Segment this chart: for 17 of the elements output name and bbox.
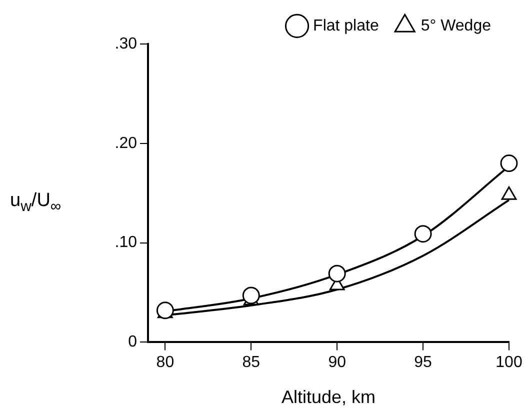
x-axis-title: Altitude, km [281,387,376,408]
point [242,286,260,304]
point [414,225,432,243]
x-tick-label: 85 [242,354,260,372]
legend-label: 5° Wedge [420,17,492,34]
text: 0 [128,334,137,351]
x-tick-label: 95 [414,354,432,372]
y-tick-label: .30 [114,35,138,52]
legend-label: Flat plate [313,17,379,34]
y-axis-title: u$_{w}$/U$_{∞}$ [10,190,62,215]
point [328,264,346,282]
point [500,154,518,172]
y-tick-label: .10 [114,234,138,252]
x-tick-label: 90 [328,354,346,372]
x-tick-label: 80 [156,354,174,372]
x-tick-label: 100 [496,354,522,372]
y-tick-label: .20 [114,134,138,152]
